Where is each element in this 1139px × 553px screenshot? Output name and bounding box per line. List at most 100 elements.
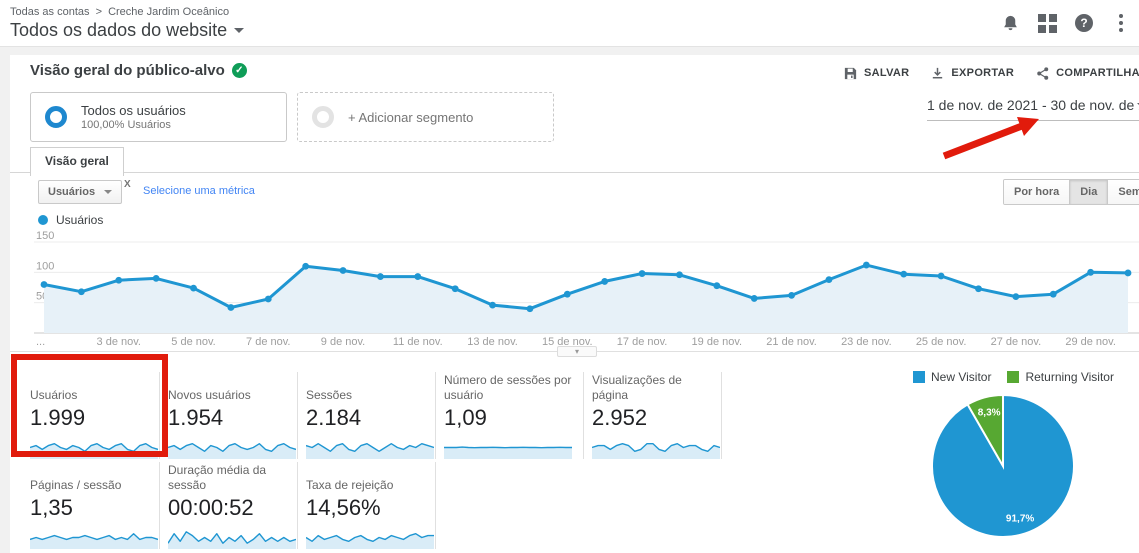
card-label: Número de sessões por usuário	[444, 373, 572, 402]
svg-text:150: 150	[36, 230, 54, 242]
svg-text:5 de nov.: 5 de nov.	[171, 336, 215, 348]
card-avg-session-duration[interactable]: Duração média da sessão 00:00:52	[168, 462, 298, 549]
series-dot-icon	[38, 215, 48, 225]
breadcrumb-separator: >	[95, 6, 102, 18]
card-sessions[interactable]: Sessões 2.184	[306, 372, 436, 459]
card-sparkline	[30, 442, 158, 459]
breadcrumb[interactable]: Todas as contas > Creche Jardim Oceânico	[10, 6, 232, 18]
add-segment-button[interactable]: + Adicionar segmento	[297, 92, 554, 142]
card-bounce-rate[interactable]: Taxa de rejeição 14,56%	[306, 462, 436, 549]
card-label: Visualizações de página	[592, 373, 682, 402]
svg-text:19 de nov.: 19 de nov.	[692, 336, 743, 348]
page-title: Visão geral do público-alvo	[30, 62, 225, 79]
card-pageviews[interactable]: Visualizações de página 2.952	[592, 372, 722, 459]
card-sessions-per-user[interactable]: Número de sessões por usuário 1,09	[444, 372, 584, 459]
metric-cards-row-2: Páginas / sessão 1,35 Duração média da s…	[30, 462, 444, 549]
svg-text:9 de nov.: 9 de nov.	[321, 336, 365, 348]
card-label: Taxa de rejeição	[306, 477, 394, 492]
date-range-text: 1 de nov. de 2021 - 30 de nov. de 2021	[927, 97, 1139, 113]
save-label: SALVAR	[864, 67, 910, 79]
export-button[interactable]: EXPORTAR	[930, 66, 1014, 81]
save-button[interactable]: SALVAR	[843, 66, 909, 81]
bell-icon[interactable]	[998, 11, 1022, 35]
card-sparkline	[168, 531, 296, 549]
topbar-icons: ?	[998, 11, 1133, 35]
card-sparkline	[30, 532, 158, 549]
granularity-day-button[interactable]: Dia	[1070, 180, 1109, 204]
series-label: Usuários	[56, 213, 104, 227]
card-value: 1,35	[30, 495, 73, 520]
help-icon[interactable]: ?	[1072, 11, 1096, 35]
pie-legend-returning-visitor[interactable]: Returning Visitor	[1007, 370, 1114, 384]
new-visitor-swatch-icon	[913, 371, 925, 383]
card-label: Novos usuários	[168, 387, 251, 402]
card-sparkline	[444, 446, 572, 459]
chart-legend: Usuários	[38, 213, 103, 227]
card-value: 1.954	[168, 405, 224, 430]
svg-text:17 de nov.: 17 de nov.	[617, 336, 668, 348]
report-title-row: Visão geral do público-alvo ✓	[30, 62, 247, 79]
card-value: 14,56%	[306, 495, 381, 520]
svg-text:25 de nov.: 25 de nov.	[916, 336, 967, 348]
card-value: 00:00:52	[168, 495, 254, 520]
svg-text:27 de nov.: 27 de nov.	[991, 336, 1042, 348]
apps-grid-icon[interactable]	[1035, 11, 1059, 35]
segment-all-users[interactable]: Todos os usuários 100,00% Usuários	[30, 92, 287, 142]
more-vert-icon[interactable]	[1109, 11, 1133, 35]
add-segment-label: + Adicionar segmento	[348, 109, 474, 125]
select-metric-link[interactable]: Selecione uma métrica	[143, 185, 255, 197]
card-users[interactable]: Usuários 1.999	[30, 372, 160, 459]
card-value: 2.184	[306, 405, 362, 430]
card-new-users[interactable]: Novos usuários 1.954	[168, 372, 298, 459]
share-label: COMPARTILHAR	[1056, 67, 1139, 79]
report-actions: SALVAR EXPORTAR COMPARTILHAR 3 INSIGHTS	[843, 64, 1139, 82]
card-sparkline	[306, 442, 434, 459]
metric-dropdown-label: Usuários	[48, 186, 96, 198]
card-pages-per-session[interactable]: Páginas / sessão 1,35	[30, 462, 160, 549]
metric-dropdown[interactable]: Usuários	[38, 180, 123, 204]
view-selector[interactable]: Todos os dados do website	[10, 20, 245, 41]
svg-text:7 de nov.: 7 de nov.	[246, 336, 290, 348]
card-label: Sessões	[306, 387, 353, 402]
card-sparkline	[592, 442, 720, 459]
tab-divider	[10, 172, 1139, 173]
segment-subtitle: 100,00% Usuários	[81, 119, 171, 131]
svg-text:91,7%: 91,7%	[1006, 514, 1034, 525]
vs-label: X	[124, 179, 131, 190]
svg-text:29 de nov.: 29 de nov.	[1065, 336, 1116, 348]
pie-legend-new-visitor[interactable]: New Visitor	[913, 370, 991, 384]
card-label: Páginas / sessão	[30, 477, 122, 492]
card-value: 1,09	[444, 405, 487, 430]
collapse-chevron-icon: ▾	[574, 346, 579, 356]
chevron-down-icon	[104, 190, 113, 194]
svg-text:11 de nov.: 11 de nov.	[393, 336, 443, 348]
pie-legend: New Visitor Returning Visitor	[913, 370, 1114, 384]
collapse-chart-handle[interactable]: ▾	[557, 346, 597, 357]
segment-radio-icon	[45, 106, 67, 128]
segment-title: Todos os usuários	[81, 103, 186, 118]
view-title: Todos os dados do website	[10, 20, 228, 40]
card-value: 1.999	[30, 405, 86, 430]
date-range-selector[interactable]: 1 de nov. de 2021 - 30 de nov. de 2021	[927, 97, 1139, 121]
svg-text:...: ...	[36, 336, 45, 348]
card-label: Usuários	[30, 387, 78, 402]
granularity-hour-button[interactable]: Por hora	[1004, 180, 1071, 204]
card-sparkline	[168, 442, 296, 459]
card-value: 2.952	[592, 405, 648, 430]
svg-text:3 de nov.: 3 de nov.	[97, 336, 141, 348]
breadcrumb-property[interactable]: Creche Jardim Oceânico	[108, 6, 230, 18]
tab-overview[interactable]: Visão geral	[30, 147, 124, 176]
share-button[interactable]: COMPARTILHAR	[1035, 66, 1139, 81]
visitor-type-pie-chart[interactable]: 91,7% 8,3%	[928, 392, 1080, 542]
granularity-week-button[interactable]: Semana	[1108, 180, 1139, 204]
chevron-down-icon	[1137, 103, 1139, 108]
card-label: Duração média da sessão	[168, 463, 267, 492]
pie-legend-label: Returning Visitor	[1025, 370, 1114, 384]
svg-text:100: 100	[36, 260, 54, 272]
breadcrumb-accounts[interactable]: Todas as contas	[10, 6, 90, 18]
svg-text:15 de nov.: 15 de nov.	[542, 336, 593, 348]
svg-text:8,3%: 8,3%	[978, 407, 1001, 418]
svg-text:13 de nov.: 13 de nov.	[467, 336, 518, 348]
